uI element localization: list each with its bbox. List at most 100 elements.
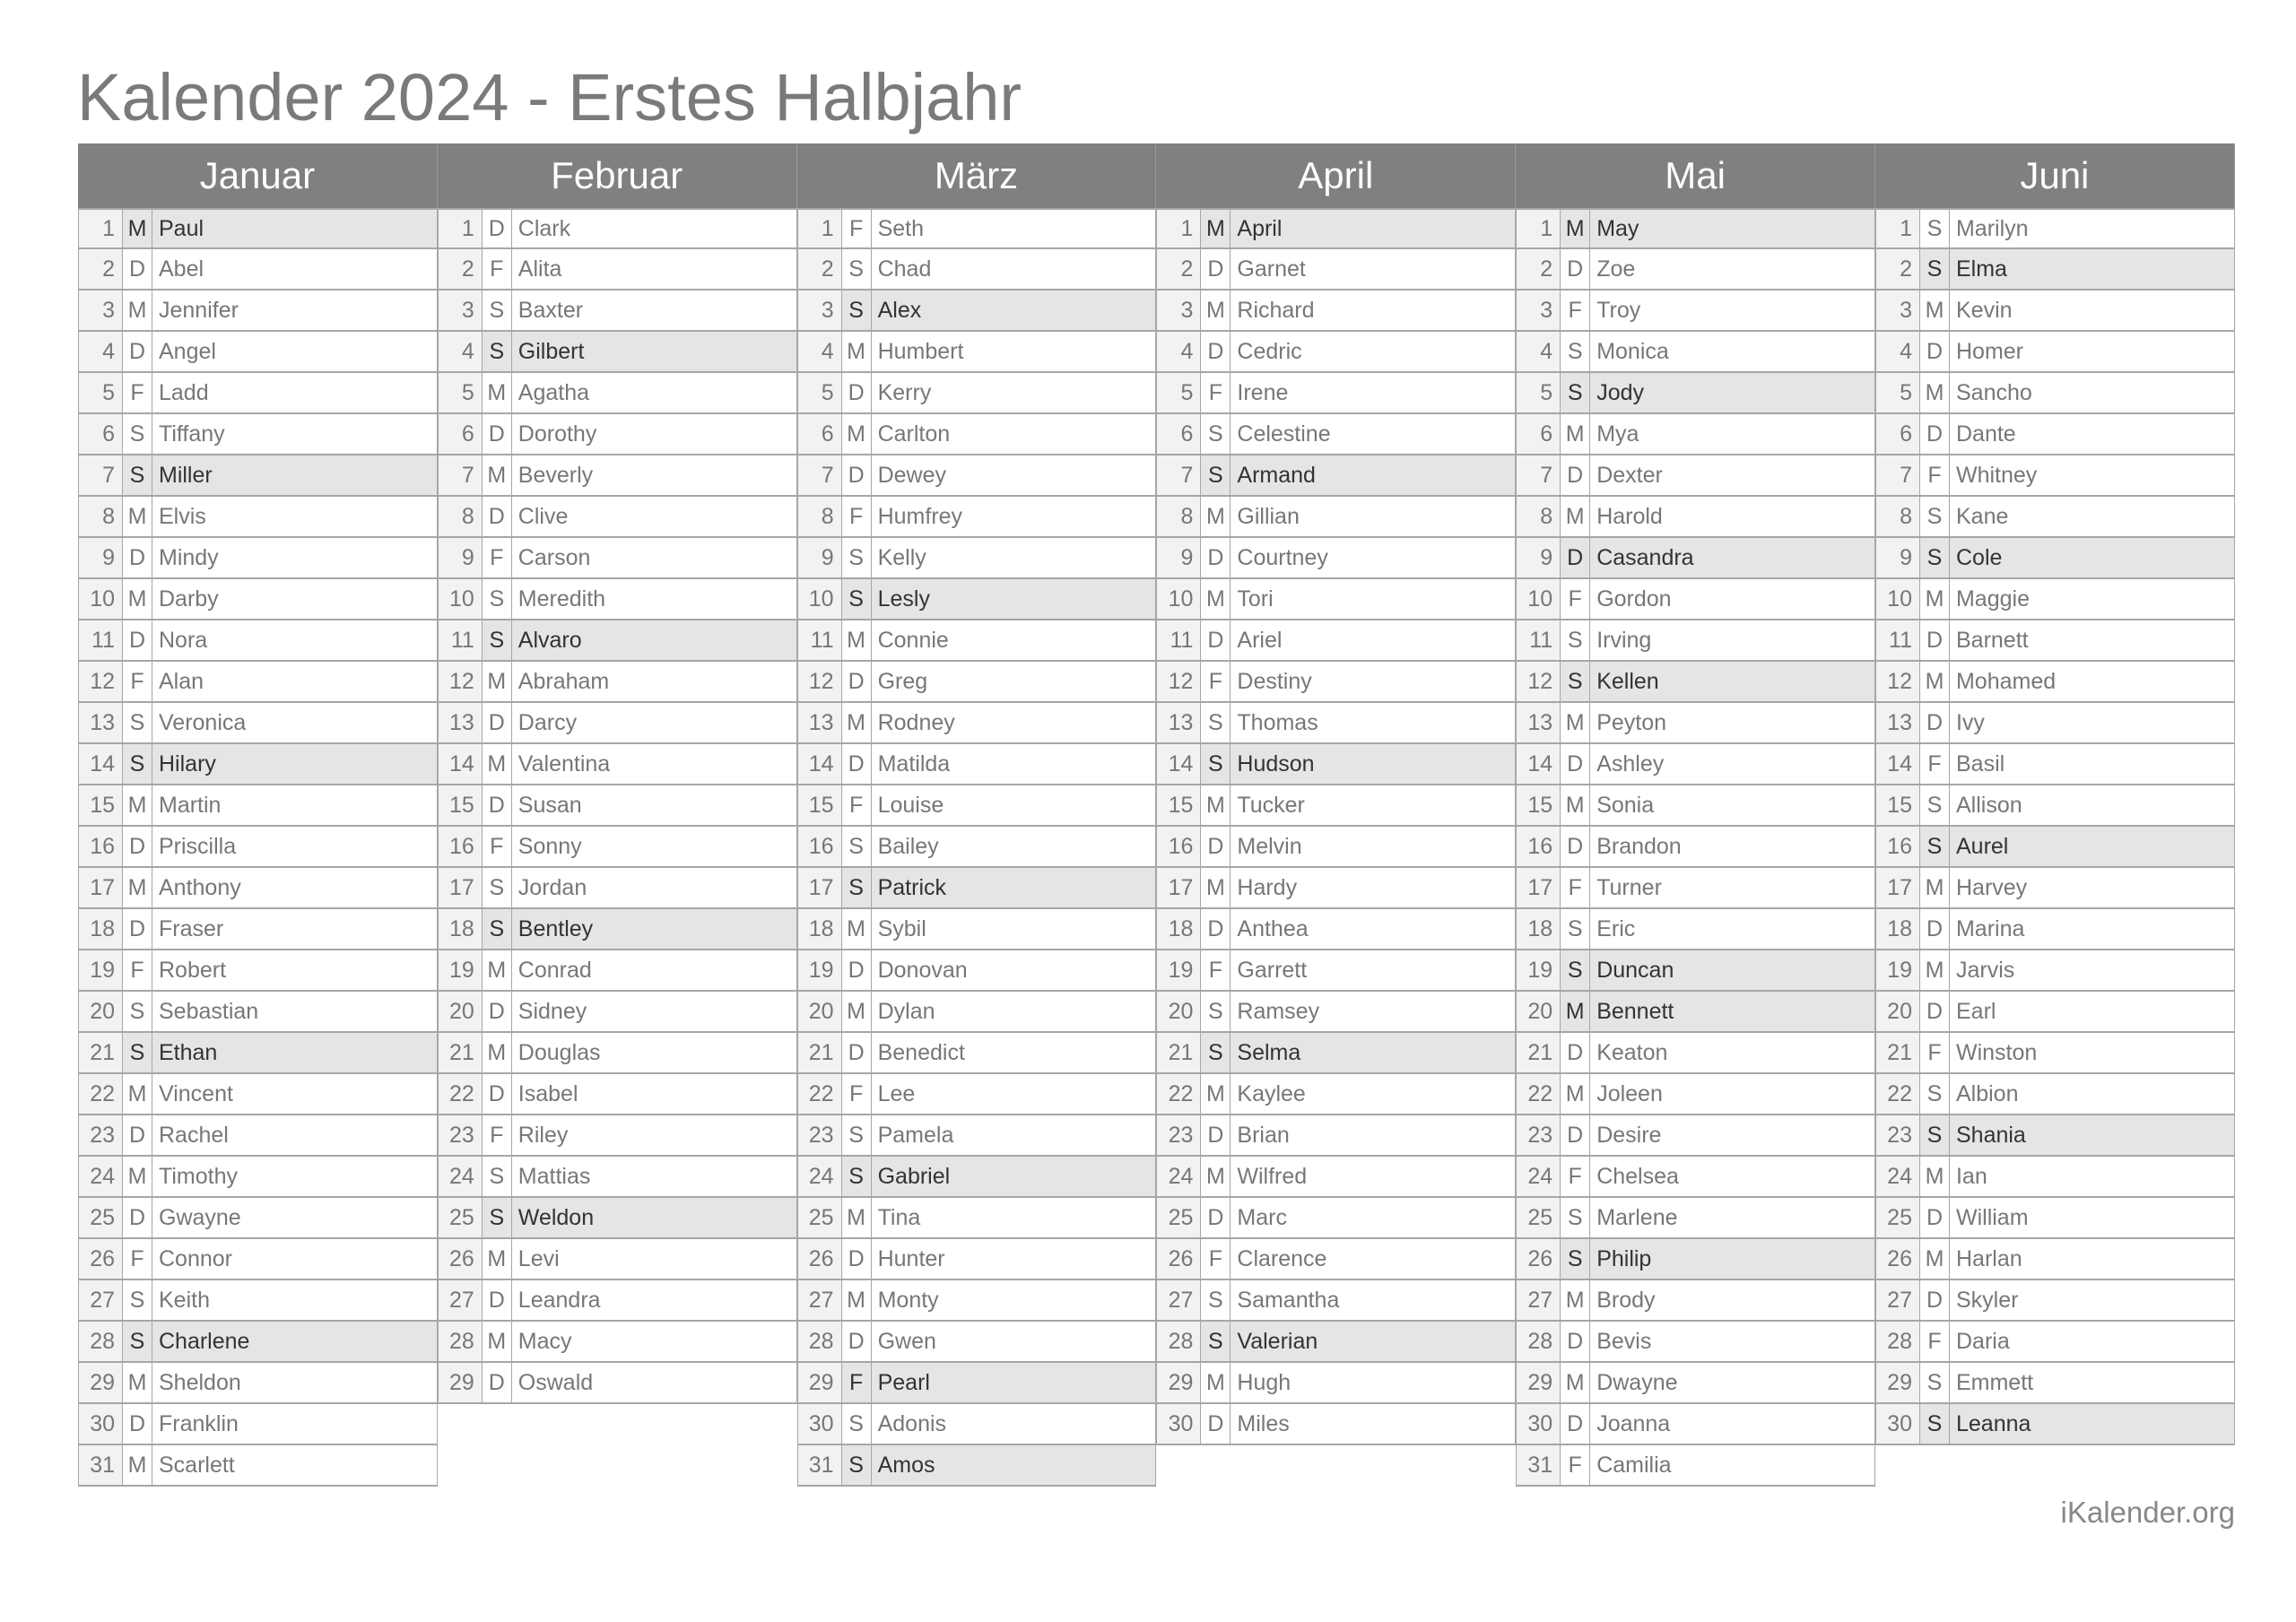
name-day: Mindy (152, 538, 438, 577)
day-number: 18 (1156, 909, 1201, 949)
day-number: 31 (796, 1445, 841, 1485)
day-number: 5 (1516, 373, 1561, 412)
name-day: Garnet (1230, 249, 1517, 289)
name-day: Troy (1589, 291, 1875, 330)
weekday: M (1918, 1157, 1949, 1196)
name-day: Kelly (870, 538, 1157, 577)
name-day: Matilda (870, 744, 1157, 784)
weekday: S (840, 1404, 871, 1444)
day-row: 21 D Benedict (796, 1033, 1157, 1074)
day-number: 10 (1874, 579, 1919, 619)
weekday: S (1918, 210, 1949, 247)
name-day: Paul (152, 210, 438, 247)
day-row: 8 D Clive (437, 497, 797, 538)
month-header: April (1156, 143, 1517, 208)
name-day: Sancho (1948, 373, 2235, 412)
name-day: Wilfred (1230, 1157, 1517, 1196)
day-number: 14 (1516, 744, 1561, 784)
day-row: 8 M Harold (1516, 497, 1875, 538)
name-day: Destiny (1230, 662, 1517, 701)
weekday: D (840, 1033, 871, 1072)
weekday: M (840, 1198, 871, 1237)
name-day: Levi (510, 1239, 797, 1279)
day-row: 15 M Tucker (1156, 785, 1517, 827)
weekday: S (840, 868, 871, 907)
name-day: Melvin (1230, 827, 1517, 866)
weekday: S (1560, 1198, 1589, 1237)
day-row: 27 D Skyler (1874, 1280, 2235, 1322)
day-row: 6 S Celestine (1156, 414, 1517, 455)
weekday: M (840, 332, 871, 371)
name-day: Sheldon (152, 1363, 438, 1402)
name-day: Skyler (1948, 1280, 2235, 1320)
day-number: 9 (1874, 538, 1919, 577)
day-row: 28 S Charlene (78, 1322, 438, 1363)
day-number: 27 (437, 1280, 482, 1320)
weekday: M (1200, 1074, 1230, 1114)
day-number: 27 (1156, 1280, 1201, 1320)
day-number: 21 (437, 1033, 482, 1072)
day-row: 29 M Sheldon (78, 1363, 438, 1404)
day-row: 20 D Earl (1874, 992, 2235, 1033)
day-number: 15 (1156, 785, 1201, 825)
name-day: Nora (152, 620, 438, 660)
day-number: 29 (1874, 1363, 1919, 1402)
day-number: 6 (796, 414, 841, 454)
weekday: M (1560, 1363, 1589, 1402)
weekday: S (1200, 744, 1231, 784)
day-row: 3 M Jennifer (78, 291, 438, 332)
name-day: Pamela (870, 1115, 1157, 1155)
day-number: 18 (1874, 909, 1919, 949)
day-number: 27 (1874, 1280, 1919, 1320)
day-row: 9 D Casandra (1516, 538, 1875, 579)
day-row: 17 M Harvey (1874, 868, 2235, 909)
day-number: 1 (78, 210, 122, 247)
day-row: 1 M Paul (78, 208, 438, 249)
day-row: 6 M Mya (1516, 414, 1875, 455)
name-day: Clive (510, 497, 797, 536)
weekday: F (1560, 868, 1589, 907)
day-row: 8 M Elvis (78, 497, 438, 538)
name-day: Turner (1589, 868, 1875, 907)
name-day: Abel (152, 249, 438, 289)
weekday: S (1918, 785, 1949, 825)
name-day: Philip (1589, 1239, 1875, 1279)
name-day: Ivy (1948, 703, 2235, 742)
day-number: 20 (437, 992, 482, 1031)
name-day: Martin (152, 785, 438, 825)
day-number: 22 (1516, 1074, 1561, 1114)
name-day: Kane (1948, 497, 2235, 536)
name-day: Lee (870, 1074, 1157, 1114)
day-number: 30 (796, 1404, 841, 1444)
day-number: 10 (1516, 579, 1561, 619)
weekday: D (122, 620, 152, 660)
weekday: S (122, 703, 152, 742)
day-row: 18 S Eric (1516, 909, 1875, 950)
name-day: Hunter (870, 1239, 1157, 1279)
day-row: 11 D Nora (78, 620, 438, 662)
day-number: 21 (1874, 1033, 1919, 1072)
weekday: M (1200, 785, 1230, 825)
weekday: D (122, 538, 152, 577)
weekday: D (1918, 332, 1949, 371)
day-row: 22 M Vincent (78, 1074, 438, 1115)
weekday: D (122, 1404, 152, 1444)
weekday: S (481, 1157, 511, 1196)
day-number: 18 (437, 909, 482, 949)
weekday: S (122, 414, 152, 454)
day-number: 21 (78, 1033, 122, 1072)
day-row: 7 M Beverly (437, 455, 797, 497)
day-number: 12 (1874, 662, 1919, 701)
day-number: 27 (796, 1280, 841, 1320)
weekday: S (481, 579, 511, 619)
day-row: 5 D Kerry (796, 373, 1157, 414)
day-number: 8 (1156, 497, 1201, 536)
name-day: Peyton (1589, 703, 1875, 742)
name-day: Keaton (1589, 1033, 1875, 1072)
name-day: Courtney (1230, 538, 1517, 577)
day-number: 28 (1874, 1322, 1919, 1361)
weekday: D (481, 210, 511, 247)
name-day: Dexter (1589, 455, 1875, 495)
weekday: D (122, 909, 152, 949)
weekday: M (1200, 868, 1230, 907)
